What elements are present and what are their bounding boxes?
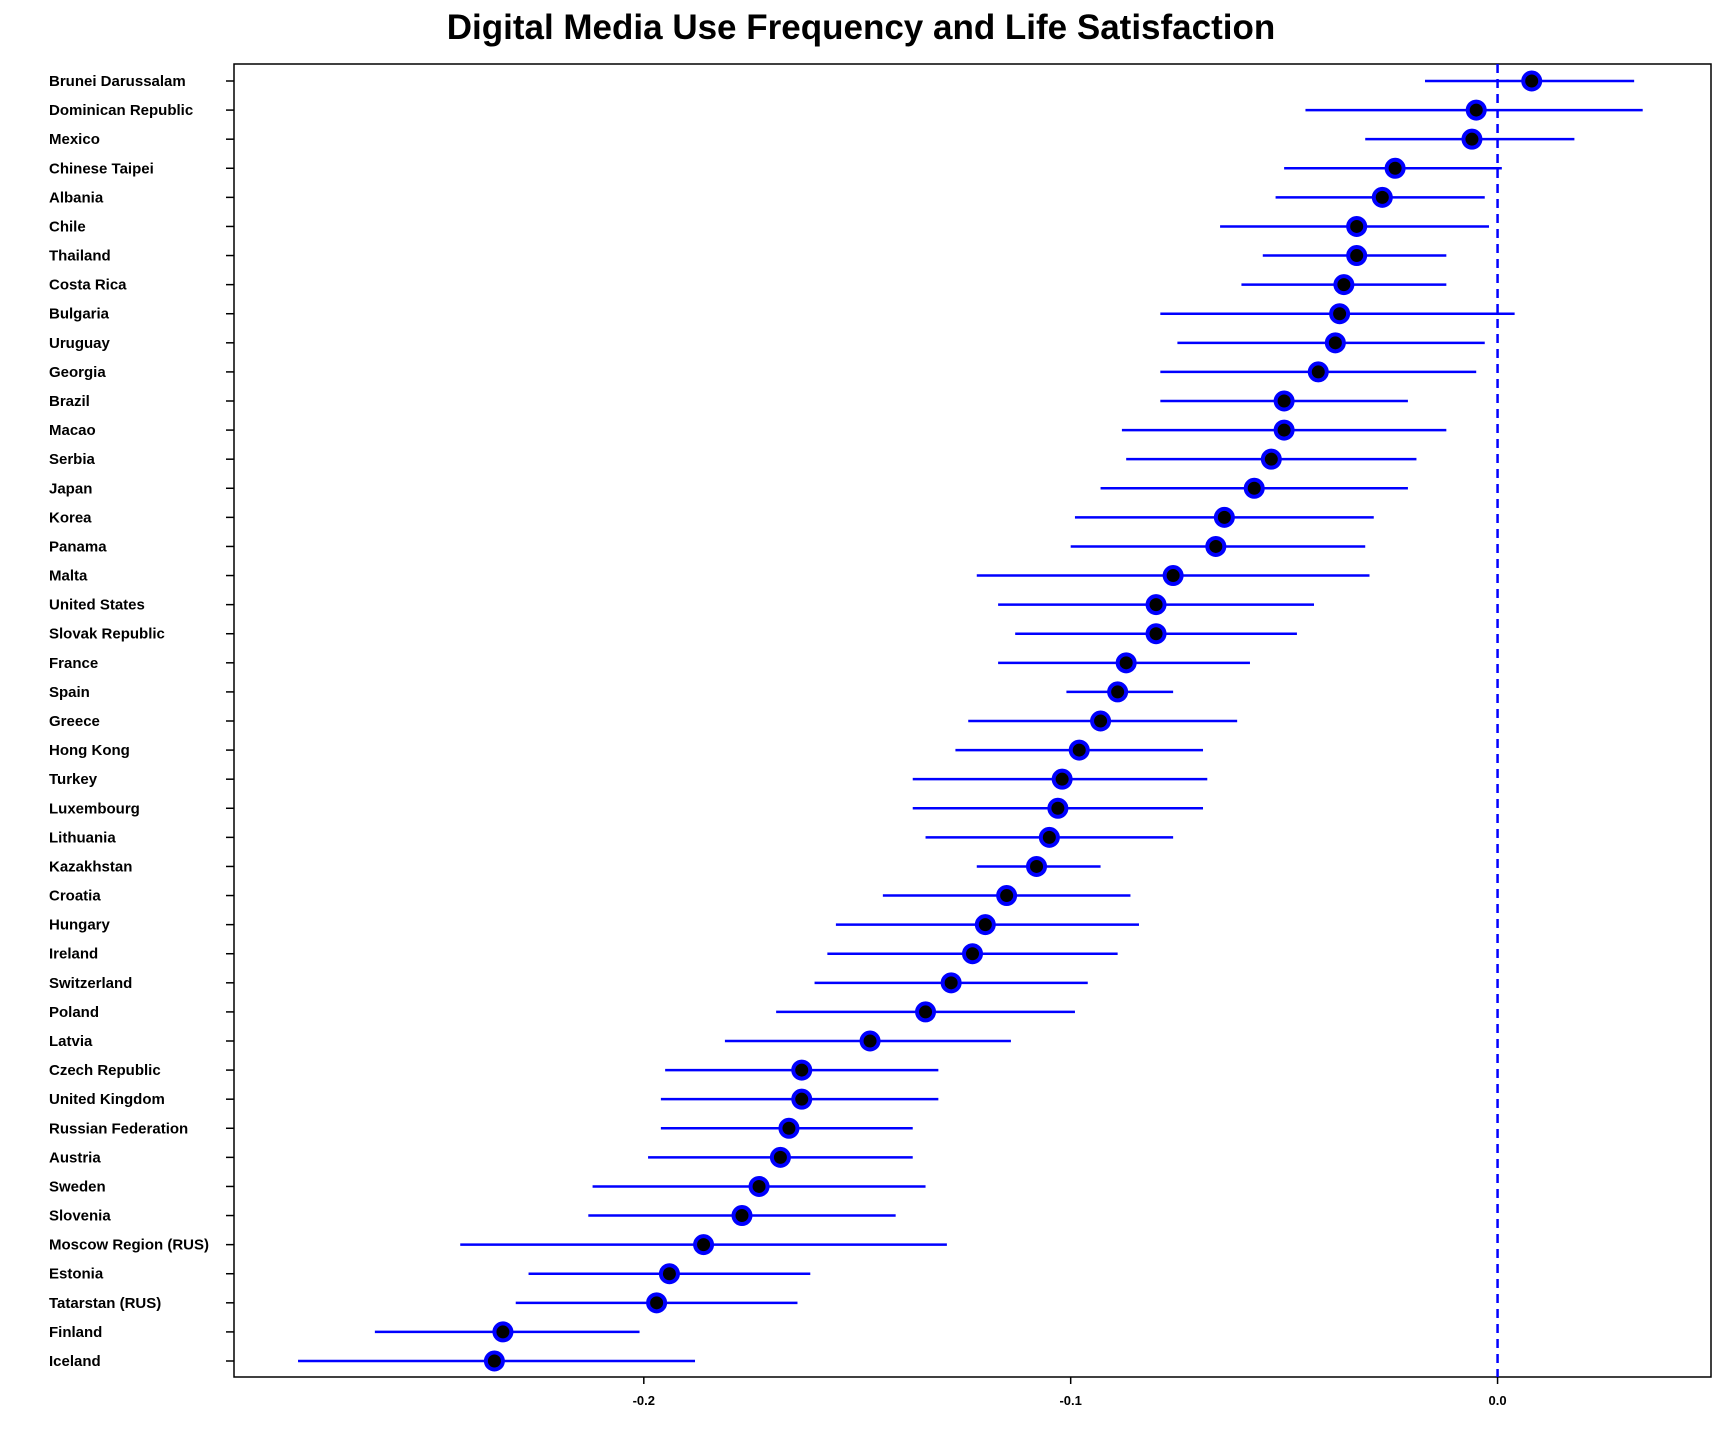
chart-title: Digital Media Use Frequency and Life Sat… bbox=[446, 8, 1276, 47]
data-point bbox=[748, 1175, 770, 1197]
y-tick-label: Russian Federation bbox=[49, 1120, 188, 1137]
data-point bbox=[791, 1059, 813, 1081]
y-tick-label: Hong Kong bbox=[49, 742, 130, 759]
data-point bbox=[1333, 274, 1355, 296]
data-point bbox=[859, 1030, 881, 1052]
y-tick-label: Sweden bbox=[49, 1178, 106, 1195]
data-point bbox=[1465, 99, 1487, 121]
y-tick-label: Hungary bbox=[49, 917, 111, 934]
data-point bbox=[1324, 332, 1346, 354]
data-point bbox=[996, 885, 1018, 907]
data-point bbox=[1346, 245, 1368, 267]
data-point bbox=[731, 1205, 753, 1227]
y-tick-label: Thailand bbox=[49, 248, 111, 265]
y-tick-label: Brazil bbox=[49, 393, 90, 410]
data-point bbox=[1205, 535, 1227, 557]
x-tick-label: -0.1 bbox=[1059, 1393, 1081, 1408]
y-tick-label: Brunei Darussalam bbox=[49, 73, 186, 90]
data-point bbox=[1273, 390, 1295, 412]
y-tick-label: Spain bbox=[49, 684, 90, 701]
y-tick-label: Moscow Region (RUS) bbox=[49, 1237, 209, 1254]
data-point bbox=[1273, 419, 1295, 441]
y-tick-label: Croatia bbox=[49, 888, 101, 905]
data-point bbox=[693, 1234, 715, 1256]
data-point bbox=[974, 914, 996, 936]
y-tick-label: United States bbox=[49, 597, 145, 614]
data-point bbox=[1145, 594, 1167, 616]
y-tick-label: Malta bbox=[49, 568, 88, 585]
data-point bbox=[1038, 826, 1060, 848]
y-tick-label: Serbia bbox=[49, 451, 96, 468]
data-point bbox=[962, 943, 983, 965]
y-tick-label: Georgia bbox=[49, 364, 106, 381]
data-point bbox=[1384, 157, 1406, 179]
y-tick-label: Kazakhstan bbox=[49, 858, 132, 875]
data-point bbox=[1145, 623, 1167, 645]
data-point bbox=[1243, 477, 1265, 499]
y-tick-label: Panama bbox=[49, 538, 107, 555]
data-point bbox=[1107, 681, 1129, 703]
y-tick-label: Greece bbox=[49, 713, 100, 730]
data-point bbox=[492, 1321, 514, 1343]
data-point bbox=[1371, 186, 1393, 208]
y-tick-label: Uruguay bbox=[49, 335, 111, 352]
data-point bbox=[1521, 70, 1543, 92]
y-tick-label: Slovenia bbox=[49, 1208, 111, 1225]
y-tick-label: Turkey bbox=[49, 771, 98, 788]
y-tick-label: Bulgaria bbox=[49, 306, 110, 323]
y-tick-label: France bbox=[49, 655, 98, 672]
data-point bbox=[1051, 768, 1073, 790]
y-tick-label: Iceland bbox=[49, 1353, 101, 1370]
data-point bbox=[658, 1263, 680, 1285]
data-point bbox=[1329, 303, 1351, 325]
y-tick-label: Chile bbox=[49, 218, 86, 235]
data-point bbox=[1346, 215, 1368, 237]
data-point bbox=[940, 972, 962, 994]
y-tick-label: Slovak Republic bbox=[49, 626, 165, 643]
data-point bbox=[1307, 361, 1329, 383]
x-tick-label: 0.0 bbox=[1489, 1393, 1507, 1408]
data-point bbox=[1115, 652, 1137, 674]
y-tick-label: Mexico bbox=[49, 131, 100, 148]
y-tick-label: Macao bbox=[49, 422, 96, 439]
data-point bbox=[915, 1001, 937, 1023]
y-tick-label: Austria bbox=[49, 1149, 101, 1166]
y-tick-label: Lithuania bbox=[49, 829, 116, 846]
data-point bbox=[483, 1350, 505, 1372]
data-point bbox=[1260, 448, 1282, 470]
y-tick-label: Luxembourg bbox=[49, 800, 140, 817]
data-point bbox=[1213, 506, 1235, 528]
y-tick-label: Ireland bbox=[49, 946, 98, 963]
x-tick-label: -0.2 bbox=[633, 1393, 655, 1408]
y-tick-label: Switzerland bbox=[49, 975, 132, 992]
y-tick-label: Poland bbox=[49, 1004, 99, 1021]
data-point bbox=[791, 1088, 813, 1110]
y-tick-label: Korea bbox=[49, 509, 92, 526]
y-tick-label: Latvia bbox=[49, 1033, 93, 1050]
data-point bbox=[1026, 855, 1048, 877]
data-point bbox=[1047, 797, 1069, 819]
y-tick-label: Czech Republic bbox=[49, 1062, 161, 1079]
y-tick-label: Finland bbox=[49, 1324, 102, 1341]
y-tick-label: United Kingdom bbox=[49, 1091, 165, 1108]
data-point bbox=[769, 1146, 791, 1168]
data-point bbox=[1162, 565, 1184, 587]
data-point bbox=[1461, 128, 1483, 150]
y-tick-label: Albania bbox=[49, 189, 104, 206]
data-point bbox=[1068, 739, 1090, 761]
data-point bbox=[646, 1292, 668, 1314]
data-point bbox=[778, 1117, 800, 1139]
y-tick-label: Tatarstan (RUS) bbox=[49, 1295, 161, 1312]
data-point bbox=[1090, 710, 1112, 732]
y-tick-label: Costa Rica bbox=[49, 277, 127, 294]
y-tick-label: Chinese Taipei bbox=[49, 160, 154, 177]
y-tick-label: Dominican Republic bbox=[49, 102, 193, 119]
y-tick-label: Estonia bbox=[49, 1266, 104, 1283]
y-tick-label: Japan bbox=[49, 480, 92, 497]
